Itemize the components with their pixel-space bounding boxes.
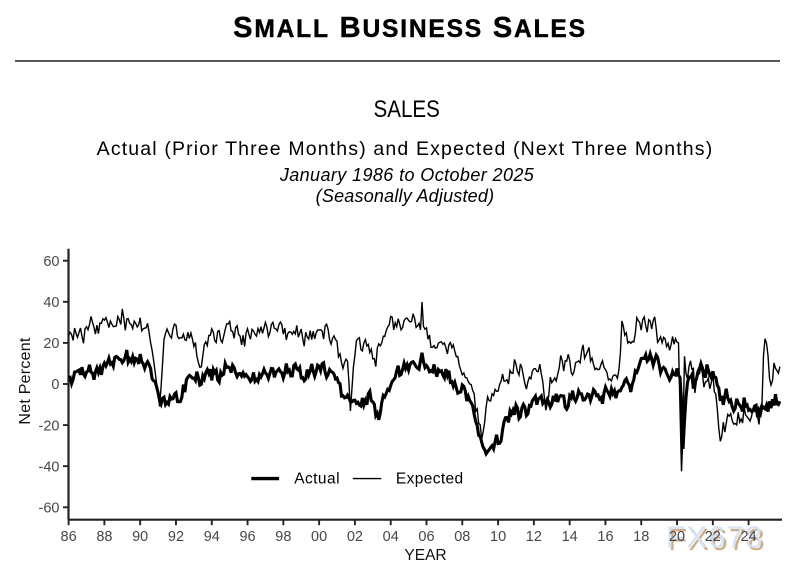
- svg-text:20: 20: [669, 529, 685, 545]
- svg-text:88: 88: [96, 529, 112, 545]
- svg-text:02: 02: [347, 529, 363, 545]
- svg-text:10: 10: [490, 529, 506, 545]
- svg-text:08: 08: [454, 529, 470, 545]
- svg-text:YEAR: YEAR: [404, 547, 446, 564]
- svg-text:96: 96: [239, 529, 255, 545]
- svg-text:14: 14: [562, 529, 578, 545]
- svg-text:16: 16: [597, 529, 613, 545]
- svg-text:00: 00: [311, 529, 327, 545]
- svg-text:0: 0: [51, 377, 59, 393]
- svg-text:20: 20: [43, 336, 59, 352]
- svg-text:98: 98: [275, 529, 291, 545]
- svg-text:04: 04: [383, 529, 399, 545]
- svg-text:60: 60: [43, 254, 59, 270]
- svg-text:40: 40: [43, 295, 59, 311]
- svg-text:22: 22: [705, 529, 721, 545]
- svg-text:Actual: Actual: [294, 471, 340, 488]
- svg-text:92: 92: [168, 529, 184, 545]
- svg-text:24: 24: [741, 529, 757, 545]
- svg-text:Net Percent: Net Percent: [17, 337, 34, 425]
- svg-text:12: 12: [526, 529, 542, 545]
- svg-text:FX678: FX678: [666, 520, 763, 555]
- svg-text:86: 86: [61, 529, 77, 545]
- svg-text:94: 94: [204, 529, 220, 545]
- svg-text:FX678: FX678: [668, 522, 765, 557]
- svg-text:-60: -60: [39, 500, 60, 516]
- svg-text:-40: -40: [39, 459, 60, 475]
- svg-text:90: 90: [132, 529, 148, 545]
- svg-text:-20: -20: [39, 418, 60, 434]
- svg-text:06: 06: [418, 529, 434, 545]
- svg-text:18: 18: [633, 529, 649, 545]
- svg-text:Expected: Expected: [396, 471, 464, 488]
